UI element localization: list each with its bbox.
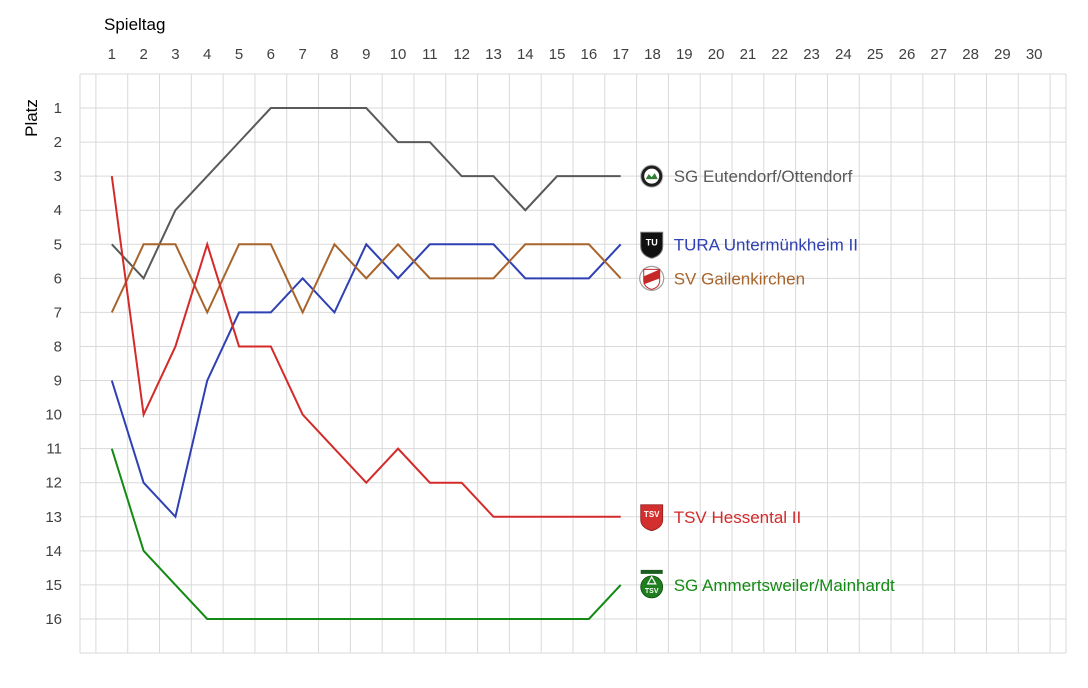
x-tick-label: 30 (1026, 46, 1043, 63)
y-tick-label: 11 (46, 441, 62, 458)
x-tick-label: 5 (235, 46, 243, 63)
sv-gailenkirchen-crest-icon (639, 265, 665, 291)
sg-ammertsweiler-crest-icon: TSV (640, 569, 664, 599)
x-tick-label: 2 (139, 46, 147, 63)
y-tick-label: 13 (45, 509, 62, 526)
y-axis-title: Platz (22, 99, 41, 137)
y-tick-label: 15 (45, 577, 62, 594)
x-tick-label: 25 (867, 46, 884, 63)
x-tick-label: 16 (581, 46, 598, 63)
y-tick-label: 8 (54, 338, 62, 355)
y-tick-label: 7 (54, 304, 62, 321)
series-label: TURA Untermünkheim II (674, 235, 858, 254)
x-tick-label: 6 (267, 46, 275, 63)
series-label: SV Gailenkirchen (674, 269, 805, 288)
series-line (111, 107, 621, 281)
x-tick-label: 17 (612, 46, 629, 63)
x-tick-label: 7 (298, 46, 306, 63)
x-tick-label: 24 (835, 46, 852, 63)
x-tick-label: 15 (549, 46, 566, 63)
x-tick-label: 26 (899, 46, 916, 63)
x-tick-label: 12 (453, 46, 470, 63)
x-tick-label: 23 (803, 46, 820, 63)
sg-eutendorf-crest-icon (640, 164, 664, 188)
x-tick-label: 9 (362, 46, 370, 63)
x-tick-label: 21 (740, 46, 757, 63)
y-tick-label: 2 (54, 134, 62, 151)
y-tick-label: 9 (54, 373, 62, 390)
x-tick-label: 22 (771, 46, 788, 63)
series-label: TSV Hessental II (674, 508, 802, 527)
series-line (110, 242, 622, 519)
axes: Spieltag Platz 1 2 3 4 5 6 7 8 9 10 11 12 13 14 15 16 17… (22, 15, 1043, 628)
x-tick-label: 10 (390, 46, 407, 63)
y-tick-label: 5 (54, 236, 62, 253)
series-label: SG Eutendorf/Ottendorf (674, 167, 853, 186)
x-axis-title: Spieltag (104, 15, 165, 34)
x-tick-label: 28 (962, 46, 979, 63)
series-labels: SG Eutendorf/Ottendorf TU TURA Untermünkhe… (639, 164, 895, 599)
series-label: SG Ammertsweiler/Mainhardt (674, 576, 895, 595)
y-tick-label: 12 (45, 475, 62, 492)
series-line (110, 242, 622, 315)
x-tick-label: 1 (108, 46, 116, 63)
y-tick-label: 14 (45, 543, 62, 560)
y-tick-label: 6 (54, 270, 62, 287)
x-tick-label: 14 (517, 46, 534, 63)
y-tick-label: 3 (54, 168, 62, 185)
x-tick-label: 20 (708, 46, 725, 63)
tsv-hessental-crest-icon: TSV (640, 504, 664, 532)
x-tick-label: 4 (203, 46, 211, 63)
y-tick-label: 4 (54, 202, 62, 219)
series-line (110, 176, 621, 518)
x-tick-label: 18 (644, 46, 661, 63)
y-tick-label: 1 (54, 100, 62, 117)
tura-untermuenkheim-crest-icon: TU (640, 231, 664, 259)
x-tick-label: 3 (171, 46, 179, 63)
y-tick-label: 10 (45, 407, 62, 424)
x-tick-label: 8 (330, 46, 338, 63)
svg-text:TU: TU (646, 237, 658, 247)
series (110, 107, 622, 620)
x-tick-label: 27 (930, 46, 947, 63)
series-line (110, 448, 622, 620)
x-tick-label: 29 (994, 46, 1011, 63)
y-tick-label: 16 (45, 611, 62, 628)
x-tick-label: 11 (422, 46, 438, 63)
x-tick-label: 19 (676, 46, 693, 63)
x-tick-label: 13 (485, 46, 502, 63)
svg-text:TSV: TSV (645, 588, 659, 595)
svg-text:TSV: TSV (644, 510, 660, 519)
